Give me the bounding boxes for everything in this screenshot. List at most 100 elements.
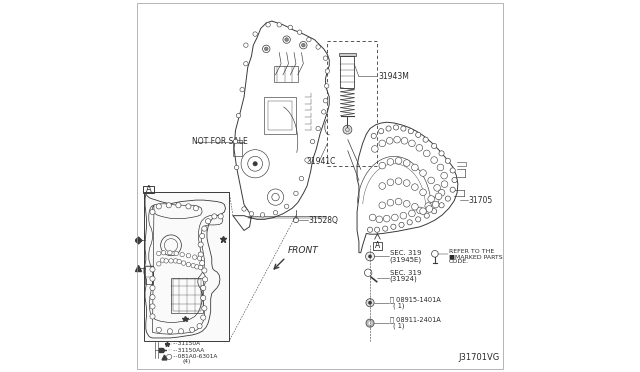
Circle shape (201, 295, 206, 301)
Circle shape (298, 30, 302, 35)
Text: A: A (146, 185, 152, 194)
Circle shape (307, 37, 311, 42)
Bar (145, 266, 153, 284)
Circle shape (324, 84, 329, 88)
Circle shape (392, 214, 398, 221)
Circle shape (294, 191, 298, 196)
Circle shape (379, 162, 385, 169)
Circle shape (371, 145, 378, 152)
Circle shape (218, 214, 223, 219)
Circle shape (396, 157, 402, 164)
Circle shape (293, 218, 298, 223)
Circle shape (150, 285, 155, 291)
Circle shape (365, 252, 374, 261)
Circle shape (179, 329, 184, 334)
Circle shape (277, 23, 282, 27)
Circle shape (195, 264, 199, 269)
Circle shape (368, 254, 372, 258)
Circle shape (156, 327, 161, 333)
Circle shape (168, 250, 172, 255)
Circle shape (150, 267, 155, 272)
Circle shape (435, 193, 442, 200)
Circle shape (166, 203, 172, 208)
Circle shape (174, 251, 179, 256)
Bar (264, 97, 296, 134)
Circle shape (253, 161, 257, 166)
Circle shape (161, 250, 166, 255)
Circle shape (420, 170, 426, 176)
Circle shape (191, 263, 195, 268)
Circle shape (431, 209, 436, 214)
Circle shape (376, 216, 383, 223)
Text: NOT FOR SALE: NOT FOR SALE (192, 137, 248, 146)
Text: (31945E): (31945E) (390, 256, 422, 263)
Circle shape (198, 252, 204, 257)
Circle shape (236, 113, 241, 118)
Circle shape (200, 234, 205, 238)
Circle shape (173, 259, 178, 263)
Circle shape (408, 129, 413, 134)
Circle shape (316, 45, 321, 49)
Circle shape (423, 137, 428, 142)
Text: ···081A0-6301A: ···081A0-6301A (173, 355, 218, 359)
Text: ( 1): ( 1) (394, 323, 405, 329)
Circle shape (428, 177, 435, 184)
Text: 31941C: 31941C (306, 157, 335, 166)
Circle shape (305, 158, 309, 162)
Circle shape (321, 110, 326, 114)
Circle shape (445, 158, 451, 163)
Circle shape (420, 189, 426, 196)
Circle shape (369, 322, 371, 325)
Text: (4): (4) (183, 359, 191, 364)
Circle shape (242, 207, 246, 211)
Circle shape (176, 203, 181, 208)
Circle shape (193, 255, 197, 259)
Circle shape (160, 258, 164, 262)
Circle shape (403, 201, 410, 207)
Circle shape (284, 204, 289, 209)
Circle shape (169, 259, 173, 263)
Circle shape (202, 277, 208, 282)
Circle shape (201, 315, 206, 320)
Circle shape (167, 329, 173, 334)
Circle shape (189, 327, 195, 333)
Text: ···31150AA: ···31150AA (173, 348, 205, 353)
Circle shape (316, 126, 321, 131)
Bar (173, 279, 201, 311)
Circle shape (197, 256, 202, 260)
Bar (143, 186, 154, 193)
Text: (31924): (31924) (390, 275, 417, 282)
Circle shape (379, 202, 385, 209)
Circle shape (273, 211, 278, 215)
Circle shape (399, 222, 404, 228)
Circle shape (260, 213, 265, 217)
Circle shape (420, 208, 426, 215)
Circle shape (198, 265, 203, 270)
Circle shape (416, 144, 422, 151)
Text: 31705: 31705 (468, 196, 493, 205)
Circle shape (386, 126, 391, 131)
Circle shape (401, 137, 408, 144)
Circle shape (450, 168, 455, 173)
Circle shape (285, 38, 289, 41)
Circle shape (150, 314, 155, 319)
Circle shape (387, 179, 394, 186)
Circle shape (452, 177, 457, 183)
Bar (145, 266, 153, 277)
Circle shape (233, 139, 237, 144)
Circle shape (415, 217, 421, 222)
Circle shape (201, 285, 206, 291)
Circle shape (310, 139, 315, 144)
Circle shape (394, 125, 399, 130)
Circle shape (412, 184, 418, 190)
Circle shape (200, 260, 205, 266)
Circle shape (157, 262, 161, 266)
Circle shape (300, 176, 304, 181)
Text: A: A (375, 241, 380, 250)
Circle shape (431, 157, 438, 163)
Circle shape (403, 180, 410, 186)
Circle shape (394, 137, 401, 143)
Circle shape (379, 140, 385, 147)
Circle shape (424, 213, 429, 218)
Circle shape (205, 219, 211, 224)
